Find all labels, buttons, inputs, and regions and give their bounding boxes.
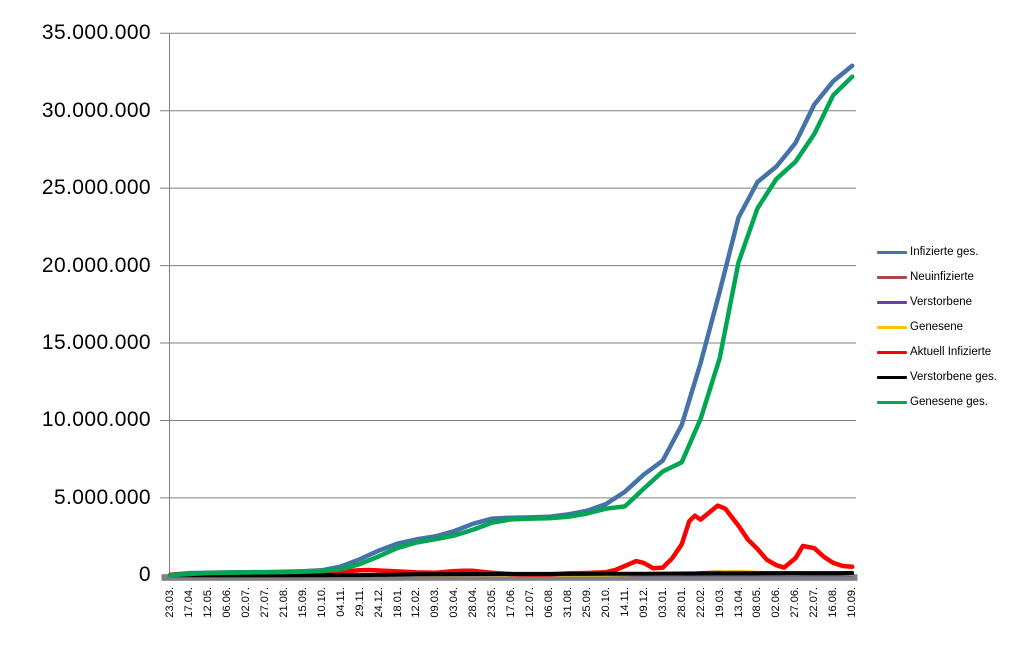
x-axis-tick-label: 29.11. xyxy=(353,587,366,617)
x-axis-bar xyxy=(161,574,858,581)
series-line-infizierte-ges xyxy=(167,63,855,578)
x-axis-tick-label: 12.02. xyxy=(410,587,423,618)
x-axis-tick-label: 08.05. xyxy=(751,587,764,618)
x-axis-tick-label: 10.10. xyxy=(315,587,328,618)
legend-item: Genesene ges. xyxy=(877,390,997,415)
x-axis-tick-label: 12.05. xyxy=(202,587,215,618)
legend-swatch-verstorbene-ges xyxy=(877,376,907,379)
x-axis-tick-label: 27.07. xyxy=(258,587,271,618)
legend-item-label: Verstorbene xyxy=(910,296,973,308)
legend-swatch-aktuell-infizierte xyxy=(877,351,907,354)
x-axis-tick-label: 09.03. xyxy=(429,587,442,618)
y-axis-tick-label: 15.000.000 xyxy=(41,331,151,354)
y-axis-tick-label: 25.000.000 xyxy=(41,176,151,200)
series-line-verstorbene-ges xyxy=(168,571,855,578)
legend-swatch-verstorbene xyxy=(877,301,907,304)
legend-item-label: Genesene ges. xyxy=(910,396,989,408)
legend-swatch-infizierte-ges xyxy=(877,251,907,254)
legend-item: Aktuell Infizierte xyxy=(877,340,997,365)
x-axis-tick-label: 20.10. xyxy=(599,587,612,618)
legend-item: Infizierte ges. xyxy=(877,240,997,265)
x-axis-tick-label: 17.06. xyxy=(505,587,518,618)
x-axis-tick-label: 03.04. xyxy=(448,587,461,618)
legend-item-label: Aktuell Infizierte xyxy=(910,346,992,358)
x-axis-tick-label: 23.05. xyxy=(486,587,499,618)
x-axis-tick-label: 28.01. xyxy=(675,587,688,618)
x-axis-tick-label: 28.04. xyxy=(467,587,480,618)
x-axis-tick-label: 24.12. xyxy=(372,587,385,618)
x-axis-tick-label: 22.07. xyxy=(808,587,821,618)
x-axis-tick-label: 22.02. xyxy=(694,587,707,618)
legend-item: Neuinfizierte xyxy=(877,265,997,290)
legend-item-label: Neuinfizierte xyxy=(910,271,974,283)
legend-swatch-neuinfizierte xyxy=(877,276,907,279)
legend-swatch-genesene xyxy=(877,326,907,329)
x-axis-tick-label: 23.03. xyxy=(164,587,177,618)
x-axis-tick-label: 14.11. xyxy=(618,587,631,617)
y-axis-tick-label: 35.000.000 xyxy=(41,21,151,45)
x-axis-tick-label: 12.07. xyxy=(524,587,537,618)
x-axis-tick-label: 16.08. xyxy=(827,587,840,618)
x-axis-tick-label: 27.06. xyxy=(789,587,802,618)
legend: Infizierte ges. Neuinfizierte Verstorben… xyxy=(877,240,997,415)
legend-item: Verstorbene xyxy=(877,290,997,315)
legend-item: Genesene xyxy=(877,315,997,340)
x-axis-tick-label: 02.07. xyxy=(239,587,252,618)
x-axis-tick-label: 31.08. xyxy=(562,587,575,618)
x-axis-tick-label: 03.01. xyxy=(656,587,669,618)
x-axis-tick-label: 09.12. xyxy=(637,587,650,618)
y-axis-tick-label: 30.000.000 xyxy=(41,98,151,122)
y-axis-tick-label: 5.000.000 xyxy=(53,485,151,509)
legend-swatch-genesene-ges xyxy=(877,401,907,404)
y-axis-tick-label: 10.000.000 xyxy=(41,408,151,432)
y-axis-tick-label: 0 xyxy=(138,563,151,587)
x-axis-tick-label: 06.06. xyxy=(221,587,234,618)
x-axis-tick-label: 21.08. xyxy=(277,587,290,618)
x-axis-tick-label: 02.06. xyxy=(770,587,783,618)
x-axis-tick-label: 10.09. xyxy=(846,587,859,618)
x-axis-tick-label: 06.08. xyxy=(543,587,556,618)
x-axis-tick-label: 13.04. xyxy=(732,587,745,618)
legend-item-label: Verstorbene ges. xyxy=(910,371,997,383)
series-line-genesene-ges xyxy=(167,74,855,578)
legend-item: Verstorbene ges. xyxy=(877,365,997,390)
x-axis-tick-label: 15.09. xyxy=(296,587,309,618)
legend-item-label: Infizierte ges. xyxy=(910,246,979,258)
legend-item-label: Genesene xyxy=(910,321,964,333)
x-axis-tick-label: 25.09. xyxy=(580,587,593,618)
x-axis-tick-label: 17.04. xyxy=(183,587,196,618)
x-axis-tick-label: 18.01. xyxy=(391,587,404,618)
y-axis-tick-label: 20.000.000 xyxy=(41,253,151,277)
x-axis-tick-label: 19.03. xyxy=(713,587,726,618)
x-axis-tick-label: 04.11. xyxy=(334,587,347,617)
